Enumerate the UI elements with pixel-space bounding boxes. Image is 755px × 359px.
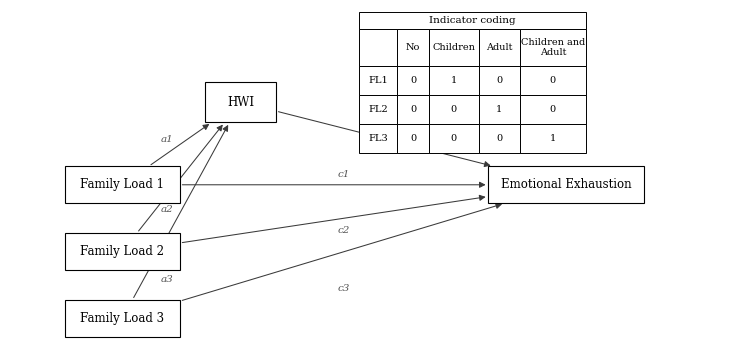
FancyBboxPatch shape: [519, 95, 586, 124]
Text: Emotional Exhaustion: Emotional Exhaustion: [501, 178, 631, 191]
Text: 0: 0: [410, 134, 416, 143]
FancyBboxPatch shape: [359, 124, 397, 153]
FancyBboxPatch shape: [429, 29, 479, 66]
Text: Children and
Adult: Children and Adult: [521, 38, 585, 57]
FancyBboxPatch shape: [397, 95, 429, 124]
Text: HWI: HWI: [227, 95, 254, 109]
FancyBboxPatch shape: [429, 95, 479, 124]
Text: 0: 0: [410, 105, 416, 114]
Text: 0: 0: [451, 134, 457, 143]
FancyBboxPatch shape: [65, 166, 180, 203]
Text: c1: c1: [338, 170, 350, 179]
FancyBboxPatch shape: [519, 124, 586, 153]
FancyBboxPatch shape: [65, 233, 180, 270]
Text: 1: 1: [451, 76, 457, 85]
Text: 0: 0: [496, 76, 502, 85]
FancyBboxPatch shape: [488, 166, 644, 203]
Text: 1: 1: [496, 105, 502, 114]
Text: Indicator coding: Indicator coding: [430, 16, 516, 25]
Text: No: No: [406, 43, 421, 52]
FancyBboxPatch shape: [397, 29, 429, 66]
Text: Adult: Adult: [486, 43, 513, 52]
FancyBboxPatch shape: [359, 29, 397, 66]
FancyBboxPatch shape: [359, 66, 397, 95]
Text: a3: a3: [160, 275, 173, 284]
Text: c2: c2: [338, 226, 350, 235]
Text: Children: Children: [433, 43, 475, 52]
Text: FL3: FL3: [368, 134, 388, 143]
Text: 0: 0: [451, 105, 457, 114]
FancyBboxPatch shape: [429, 124, 479, 153]
FancyBboxPatch shape: [519, 29, 586, 66]
FancyBboxPatch shape: [479, 95, 519, 124]
FancyBboxPatch shape: [397, 124, 429, 153]
Text: a2: a2: [160, 205, 173, 214]
Text: FL2: FL2: [368, 105, 388, 114]
Text: 0: 0: [410, 76, 416, 85]
Text: 0: 0: [550, 76, 556, 85]
Text: 0: 0: [496, 134, 502, 143]
FancyBboxPatch shape: [479, 29, 519, 66]
Text: Family Load 2: Family Load 2: [80, 245, 165, 258]
FancyBboxPatch shape: [205, 82, 276, 122]
Text: 0: 0: [550, 105, 556, 114]
FancyBboxPatch shape: [429, 66, 479, 95]
Text: b: b: [415, 131, 421, 140]
Text: FL1: FL1: [368, 76, 388, 85]
FancyBboxPatch shape: [519, 66, 586, 95]
Text: 1: 1: [550, 134, 556, 143]
Text: Family Load 1: Family Load 1: [80, 178, 165, 191]
Text: c3: c3: [338, 284, 350, 293]
FancyBboxPatch shape: [359, 12, 586, 29]
FancyBboxPatch shape: [359, 95, 397, 124]
Text: a1: a1: [160, 135, 173, 144]
FancyBboxPatch shape: [479, 66, 519, 95]
FancyBboxPatch shape: [65, 300, 180, 337]
FancyBboxPatch shape: [397, 66, 429, 95]
FancyBboxPatch shape: [479, 124, 519, 153]
Text: Family Load 3: Family Load 3: [80, 312, 165, 325]
